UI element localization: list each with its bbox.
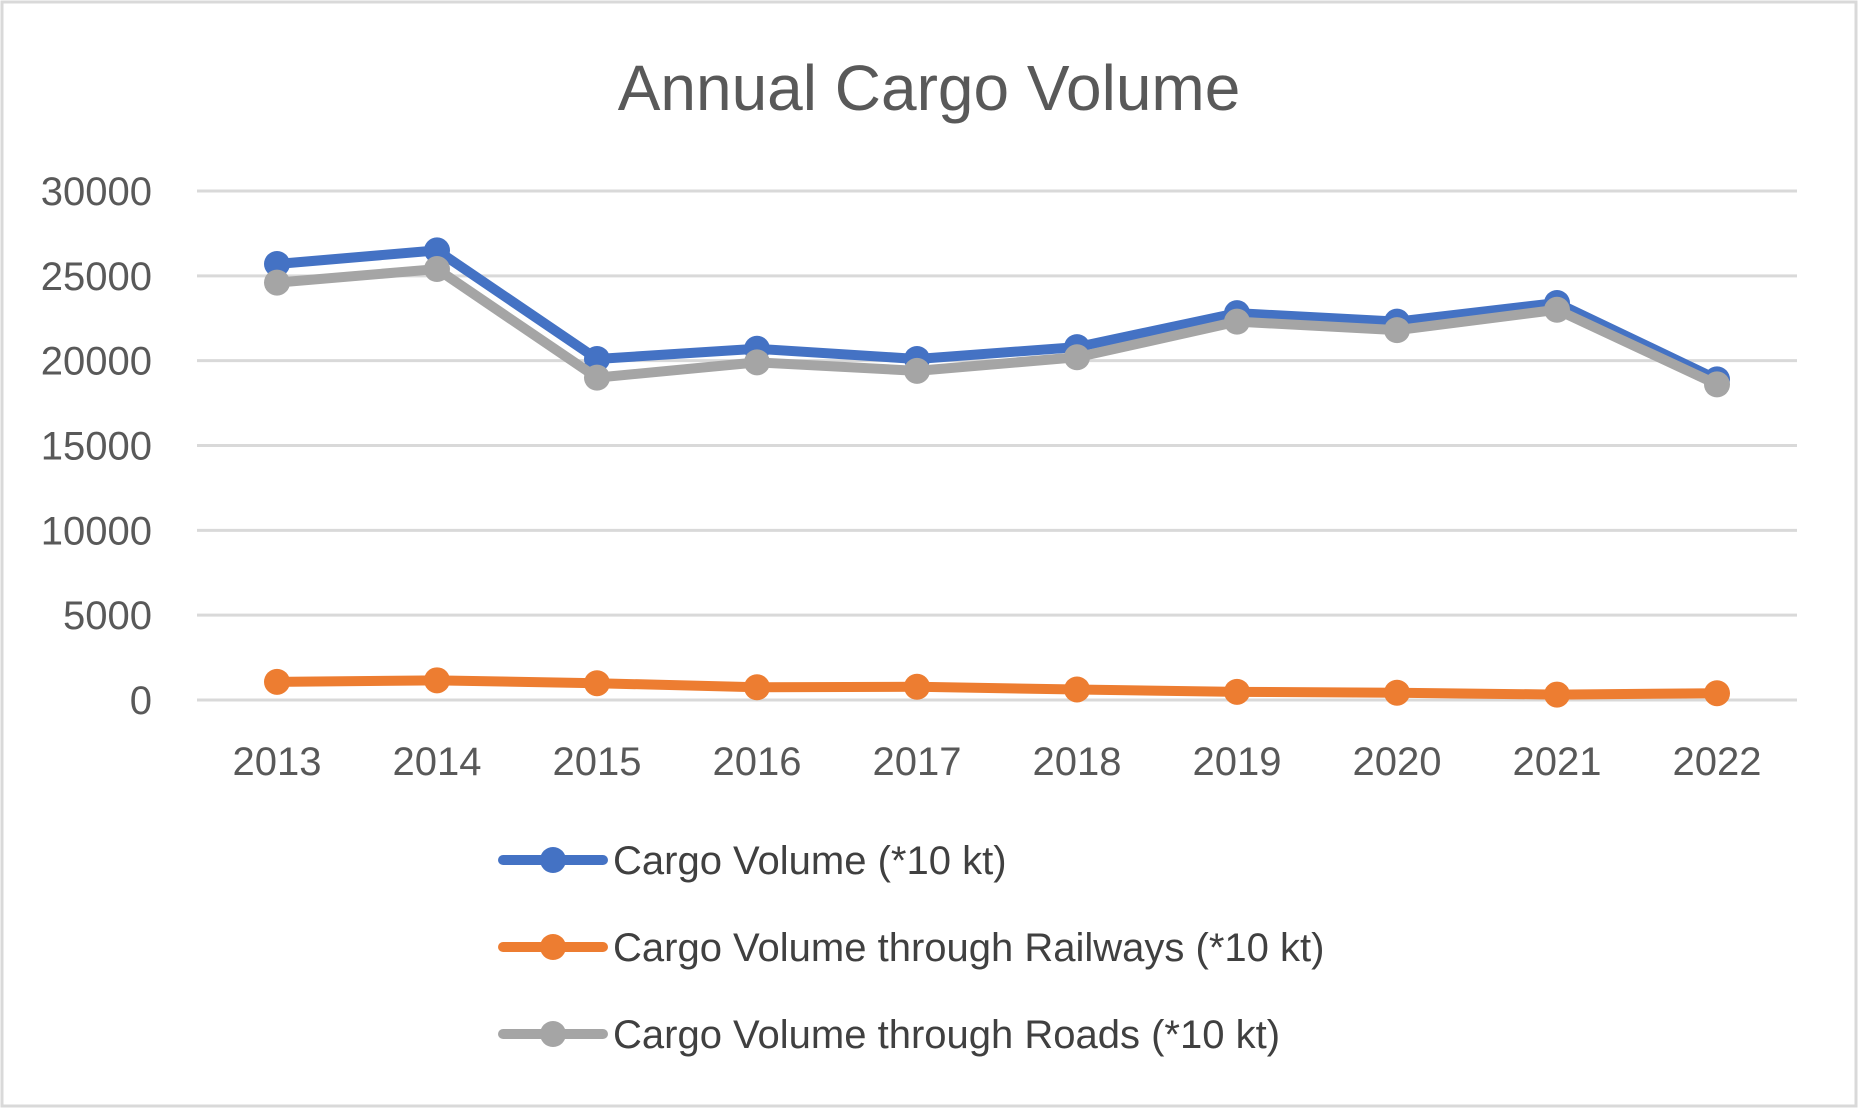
x-tick-label: 2017: [873, 740, 962, 784]
data-point: [1544, 296, 1570, 323]
legend-swatch-marker: [540, 1021, 566, 1047]
y-axis-tick-labels: 0 5000 10000 15000 20000 25000 30000: [41, 170, 152, 723]
data-point: [904, 357, 930, 384]
series-line: [272, 245, 1722, 385]
data-point: [264, 668, 290, 695]
data-point: [584, 364, 610, 391]
data-point: [1704, 371, 1730, 398]
series-line: [272, 264, 1722, 390]
legend-item: Cargo Volume (*10 kt): [498, 839, 1007, 883]
legend-swatch-marker: [540, 847, 566, 873]
gridlines: [197, 189, 1797, 702]
y-tick-label: 5000: [63, 594, 152, 638]
data-point: [264, 269, 290, 296]
y-tick-label: 10000: [41, 509, 152, 553]
x-tick-label: 2015: [553, 740, 642, 784]
x-tick-label: 2016: [713, 740, 802, 784]
chart-title: Annual Cargo Volume: [618, 52, 1241, 124]
data-point: [1384, 317, 1410, 344]
data-point: [1064, 676, 1090, 703]
legend-label: Cargo Volume (*10 kt): [613, 839, 1007, 883]
series-line: [272, 675, 1722, 700]
data-point: [1224, 308, 1250, 335]
data-point: [904, 673, 930, 700]
x-tick-label: 2018: [1033, 740, 1122, 784]
y-tick-label: 15000: [41, 425, 152, 469]
data-point: [264, 250, 290, 277]
data-point: [1064, 344, 1090, 371]
legend-label: Cargo Volume through Railways (*10 kt): [613, 926, 1324, 970]
x-tick-label: 2022: [1673, 740, 1762, 784]
legend-item: Cargo Volume through Roads (*10 kt): [498, 1013, 1280, 1057]
series-2: [264, 667, 1730, 708]
data-point: [1704, 680, 1730, 707]
series-lines: [264, 237, 1730, 708]
data-point: [1544, 681, 1570, 708]
data-point: [424, 237, 450, 264]
data-point: [744, 674, 770, 701]
x-tick-label: 2020: [1353, 740, 1442, 784]
data-point: [584, 670, 610, 697]
data-point: [424, 667, 450, 694]
y-tick-label: 20000: [41, 340, 152, 384]
legend-label: Cargo Volume through Roads (*10 kt): [613, 1013, 1280, 1057]
series-3: [264, 256, 1730, 398]
legend-swatch-marker: [540, 934, 566, 960]
x-tick-label: 2019: [1193, 740, 1282, 784]
x-axis-tick-labels: 2013 2014 2015 2016 2017 2018 2019 2020 2021 2022: [233, 740, 1762, 784]
y-tick-label: 25000: [41, 255, 152, 299]
y-tick-label: 30000: [41, 170, 152, 214]
x-tick-label: 2013: [233, 740, 322, 784]
x-tick-label: 2014: [393, 740, 482, 784]
x-tick-label: 2021: [1513, 740, 1602, 784]
y-tick-label: 0: [130, 679, 152, 723]
data-point: [424, 256, 450, 283]
data-point: [1224, 678, 1250, 705]
data-point: [744, 349, 770, 376]
data-point: [584, 345, 610, 372]
legend-item: Cargo Volume through Railways (*10 kt): [498, 926, 1324, 970]
legend: Cargo Volume (*10 kt) Cargo Volume throug…: [498, 839, 1324, 1057]
data-point: [1384, 679, 1410, 706]
